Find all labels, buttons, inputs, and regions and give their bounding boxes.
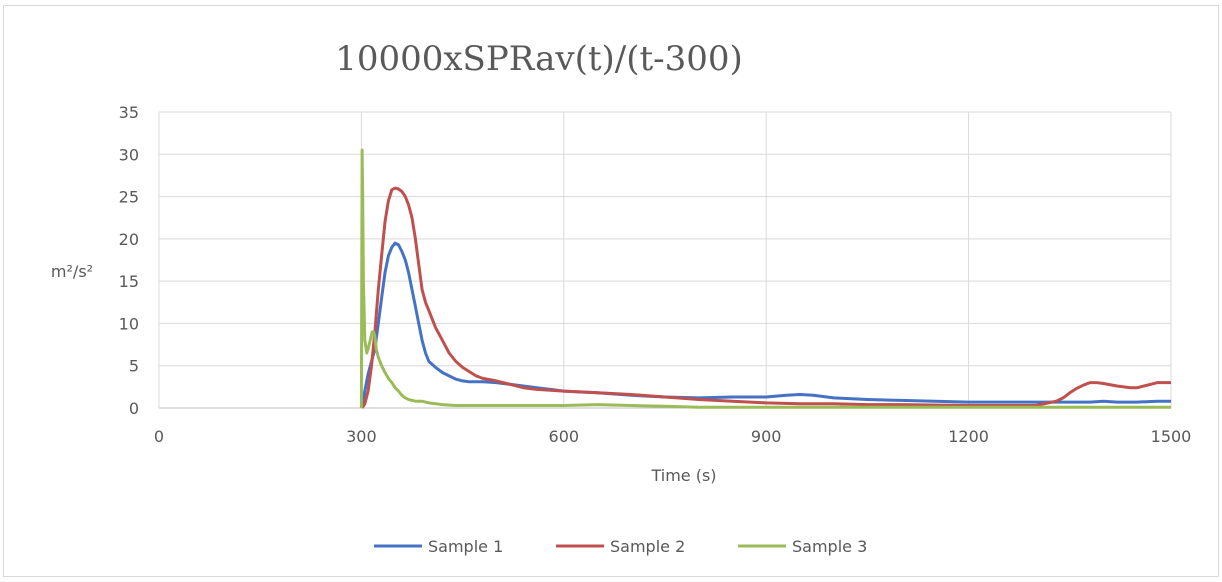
legend-label: Sample 3 [792, 537, 867, 556]
series-line-sample-1 [360, 241, 1171, 409]
legend-item-sample-2: Sample 2 [556, 537, 685, 556]
y-tick-label: 35 [119, 103, 139, 122]
series-line-sample-3 [359, 148, 1171, 409]
y-tick-label: 10 [119, 314, 139, 333]
tick-labels: 0 5 10 15 20 25 30 35 0 300 600 900 1200 1500 [119, 103, 1192, 446]
x-tick-label: 1200 [948, 427, 989, 446]
series-lines [359, 148, 1171, 409]
legend: Sample 1 Sample 2 Sample 3 [374, 537, 867, 556]
y-tick-label: 15 [119, 272, 139, 291]
series-line-sample-2 [360, 186, 1171, 409]
y-tick-label: 30 [119, 145, 139, 164]
y-axis-title: m²/s² [51, 262, 93, 281]
chart-frame: 10000xSPRav(t)/(t-300) 0 5 10 15 20 25 30 35 0 30… [3, 5, 1219, 577]
y-tick-label: 5 [129, 357, 139, 376]
x-tick-label: 0 [154, 427, 164, 446]
legend-label: Sample 1 [428, 537, 503, 556]
gridlines [158, 111, 1172, 409]
y-tick-label: 20 [119, 230, 139, 249]
legend-item-sample-1: Sample 1 [374, 537, 503, 556]
chart-title: 10000xSPRav(t)/(t-300) [335, 39, 743, 79]
x-tick-label: 900 [751, 427, 782, 446]
x-tick-label: 600 [549, 427, 580, 446]
x-tick-label: 1500 [1151, 427, 1192, 446]
x-tick-label: 300 [346, 427, 377, 446]
line-chart: 10000xSPRav(t)/(t-300) 0 5 10 15 20 25 30 35 0 30… [51, 39, 1192, 556]
y-tick-label: 0 [129, 399, 139, 418]
y-tick-label: 25 [119, 188, 139, 207]
x-axis-title: Time (s) [650, 466, 716, 485]
legend-label: Sample 2 [610, 537, 685, 556]
legend-item-sample-3: Sample 3 [738, 537, 867, 556]
